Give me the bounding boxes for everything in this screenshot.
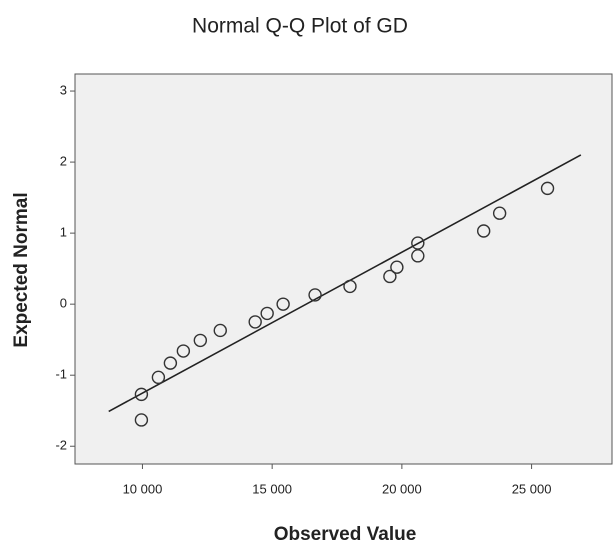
point — [193, 333, 208, 348]
y-axis-title: Expected Normal — [11, 192, 32, 347]
point — [308, 288, 322, 302]
point — [248, 315, 262, 329]
point — [540, 181, 555, 196]
x-tick-label: 15 000 — [252, 481, 292, 496]
point — [343, 279, 357, 294]
point — [134, 413, 149, 427]
plot-area — [74, 73, 613, 465]
x-tick-label: 25 000 — [512, 481, 552, 496]
x-tick-label: 20 000 — [382, 481, 422, 496]
chart-title: Normal Q-Q Plot of GD — [192, 15, 408, 38]
x-tick-label: 10 000 — [123, 481, 163, 496]
point — [134, 387, 149, 402]
y-tick-label: 0 — [60, 296, 67, 311]
point — [151, 370, 166, 385]
y-tick-label: 3 — [60, 82, 67, 97]
point — [213, 323, 227, 338]
point — [390, 260, 404, 274]
y-tick-label: -1 — [55, 367, 67, 382]
x-axis-title: Observed Value — [274, 524, 417, 545]
point — [163, 356, 178, 370]
point — [476, 224, 491, 238]
point — [411, 236, 425, 250]
point — [276, 297, 290, 311]
y-tick-label: 1 — [60, 225, 67, 240]
point — [260, 306, 274, 321]
y-tick-label: -2 — [55, 438, 67, 453]
point — [492, 206, 507, 220]
point — [176, 344, 191, 358]
y-tick-label: 2 — [60, 154, 67, 169]
point — [411, 249, 425, 263]
point — [383, 269, 397, 284]
